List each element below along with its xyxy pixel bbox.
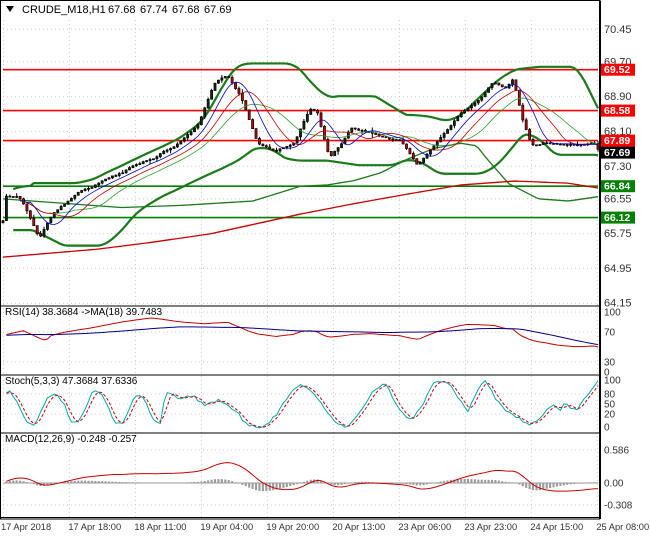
svg-text:23 Apr 06:00: 23 Apr 06:00 — [398, 522, 451, 532]
svg-text:MACD(12,26,9) -0.248 -0.257: MACD(12,26,9) -0.248 -0.257 — [5, 434, 137, 445]
svg-text:20: 20 — [604, 410, 616, 421]
svg-text:100: 100 — [604, 308, 621, 319]
svg-text:67.68: 67.68 — [108, 4, 136, 16]
svg-text:19 Apr 04:00: 19 Apr 04:00 — [200, 522, 253, 532]
svg-text:CRUDE_M18,H1: CRUDE_M18,H1 — [22, 4, 106, 16]
svg-text:100: 100 — [604, 376, 621, 387]
svg-text:65.75: 65.75 — [604, 228, 632, 240]
svg-text:67.74: 67.74 — [140, 4, 168, 16]
svg-text:17 Apr 2018: 17 Apr 2018 — [1, 522, 51, 532]
svg-text:0.00: 0.00 — [604, 479, 624, 490]
svg-text:64.95: 64.95 — [604, 263, 632, 275]
svg-text:RSI(14) 38.3684 ->MA(18) 39: RSI(14) 38.3684 ->MA(18) 39.7483 — [5, 307, 162, 318]
svg-text:69.52: 69.52 — [604, 64, 630, 76]
svg-text:25 Apr 08:00: 25 Apr 08:00 — [596, 522, 649, 532]
svg-text:67.69: 67.69 — [204, 4, 232, 16]
svg-text:66.12: 66.12 — [604, 212, 630, 224]
svg-text:68.90: 68.90 — [604, 91, 632, 103]
svg-text:0.586: 0.586 — [604, 446, 629, 457]
svg-text:67.69: 67.69 — [604, 147, 630, 159]
svg-text:20 Apr 13:00: 20 Apr 13:00 — [332, 522, 385, 532]
svg-text:66.84: 66.84 — [604, 181, 630, 193]
svg-text:67.68: 67.68 — [172, 4, 200, 16]
svg-text:-0.308: -0.308 — [604, 501, 633, 512]
svg-text:17 Apr 18:00: 17 Apr 18:00 — [68, 522, 121, 532]
svg-text:66.55: 66.55 — [604, 193, 632, 205]
svg-text:Stoch(5,3,3) 47.3684 37.6336: Stoch(5,3,3) 47.3684 37.6336 — [5, 376, 138, 387]
svg-text:0: 0 — [604, 423, 610, 434]
svg-text:24 Apr 15:00: 24 Apr 15:00 — [530, 522, 583, 532]
svg-text:70: 70 — [604, 328, 616, 339]
svg-text:68.58: 68.58 — [604, 105, 630, 117]
svg-text:67.89: 67.89 — [604, 135, 630, 147]
svg-text:19 Apr 20:00: 19 Apr 20:00 — [266, 522, 319, 532]
svg-text:67.30: 67.30 — [604, 161, 632, 173]
svg-text:23 Apr 23:00: 23 Apr 23:00 — [464, 522, 517, 532]
svg-text:70.45: 70.45 — [604, 24, 632, 36]
svg-text:18 Apr 11:00: 18 Apr 11:00 — [134, 522, 186, 532]
